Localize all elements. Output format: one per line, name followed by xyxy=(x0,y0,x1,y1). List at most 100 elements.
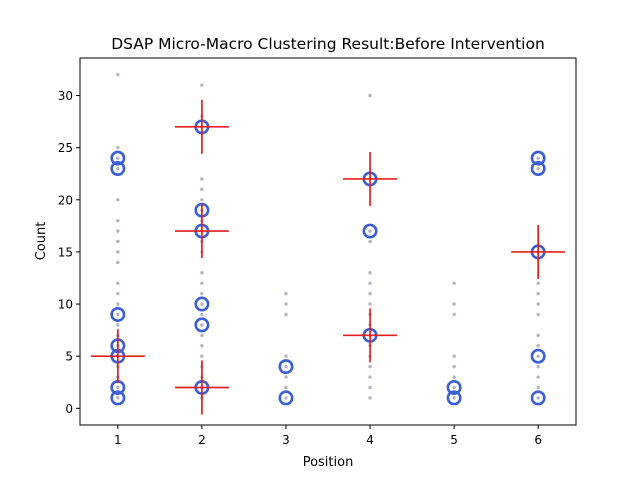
raw-point xyxy=(284,302,288,306)
y-tick-label: 10 xyxy=(58,298,73,312)
raw-point xyxy=(200,354,204,358)
micro-cluster-marker xyxy=(110,150,126,166)
raw-point xyxy=(116,218,120,223)
x-tick-label: 1 xyxy=(114,433,122,447)
micro-cluster-marker xyxy=(194,296,210,312)
raw-point xyxy=(368,385,372,390)
raw-point xyxy=(116,323,120,327)
raw-point xyxy=(200,198,204,202)
raw-point xyxy=(116,260,120,265)
raw-point xyxy=(284,396,288,400)
y-tick-label: 30 xyxy=(58,89,73,103)
x-axis-label: Position xyxy=(303,455,354,470)
micro-cluster-marker xyxy=(530,161,546,177)
micro-cluster-marker xyxy=(278,359,294,375)
raw-point xyxy=(536,312,540,317)
micro-cluster-marker xyxy=(110,161,126,177)
y-tick-label: 25 xyxy=(58,141,73,155)
micro-cluster-marker xyxy=(110,390,126,406)
raw-point xyxy=(452,396,456,400)
micro-cluster-marker xyxy=(446,379,462,395)
raw-point xyxy=(200,177,204,181)
raw-point xyxy=(116,302,120,306)
y-tick-label: 15 xyxy=(58,245,73,259)
micro-cluster-marker xyxy=(446,390,462,406)
raw-point xyxy=(536,344,540,348)
raw-point xyxy=(116,166,120,171)
raw-point xyxy=(368,93,372,98)
raw-point xyxy=(284,385,288,390)
raw-point xyxy=(536,354,540,358)
micro-cluster-marker xyxy=(530,390,546,406)
raw-point xyxy=(368,239,372,244)
y-axis: 0 5 10 15 20 25 30 xyxy=(58,89,80,416)
raw-point xyxy=(116,239,120,244)
raw-point xyxy=(452,385,456,390)
raw-point xyxy=(368,375,372,379)
raw-point xyxy=(200,187,204,192)
raw-point xyxy=(200,333,204,338)
micro-cluster-marker xyxy=(278,390,294,406)
x-tick-label: 5 xyxy=(450,433,458,447)
x-tick-label: 2 xyxy=(198,433,206,447)
raw-point xyxy=(116,198,120,202)
raw-point xyxy=(284,375,288,379)
raw-point xyxy=(284,312,288,317)
raw-point xyxy=(452,364,456,369)
raw-point xyxy=(452,302,456,306)
raw-point xyxy=(284,291,288,296)
raw-point xyxy=(116,145,120,150)
raw-point xyxy=(536,302,540,306)
y-tick-label: 5 xyxy=(65,350,73,364)
raw-point xyxy=(200,281,204,285)
raw-point xyxy=(536,281,540,285)
micro-cluster-marker xyxy=(110,306,126,322)
raw-point xyxy=(368,229,372,233)
x-tick-label: 3 xyxy=(282,433,290,447)
raw-point xyxy=(116,396,120,400)
plot-area xyxy=(90,72,566,415)
raw-point xyxy=(200,271,204,275)
raw-point xyxy=(452,375,456,379)
raw-point xyxy=(536,291,540,296)
raw-point xyxy=(116,281,120,285)
raw-point xyxy=(536,385,540,390)
micro-cluster-marker xyxy=(362,223,378,239)
raw-point xyxy=(452,354,456,358)
raw-point xyxy=(284,354,288,358)
micro-cluster-marker xyxy=(530,348,546,364)
raw-point xyxy=(200,291,204,296)
raw-point xyxy=(200,302,204,306)
raw-point xyxy=(116,385,120,390)
y-tick-label: 0 xyxy=(65,402,73,416)
raw-point xyxy=(116,291,120,296)
raw-point xyxy=(536,375,540,379)
raw-point xyxy=(452,312,456,317)
x-tick-label: 6 xyxy=(534,433,542,447)
raw-point xyxy=(200,83,204,87)
x-tick-label: 4 xyxy=(366,433,374,447)
chart-title: DSAP Micro-Macro Clustering Result:Befor… xyxy=(111,35,545,53)
raw-point xyxy=(536,333,540,338)
raw-point xyxy=(368,271,372,275)
raw-point xyxy=(536,364,540,369)
raw-point xyxy=(116,72,120,77)
raw-point xyxy=(116,250,120,254)
raw-point xyxy=(116,229,120,233)
raw-point xyxy=(200,312,204,317)
raw-point xyxy=(200,344,204,348)
plot-frame xyxy=(79,57,577,426)
raw-point xyxy=(116,312,120,317)
x-axis: 1 2 3 4 5 6 xyxy=(114,425,542,447)
y-axis-label: Count xyxy=(34,222,49,261)
raw-point xyxy=(452,281,456,285)
micro-cluster-marker xyxy=(194,317,210,333)
raw-point xyxy=(368,364,372,369)
raw-point xyxy=(536,166,540,171)
y-tick-label: 20 xyxy=(58,193,73,207)
raw-point xyxy=(116,156,120,160)
raw-point xyxy=(536,396,540,400)
raw-point xyxy=(368,291,372,296)
